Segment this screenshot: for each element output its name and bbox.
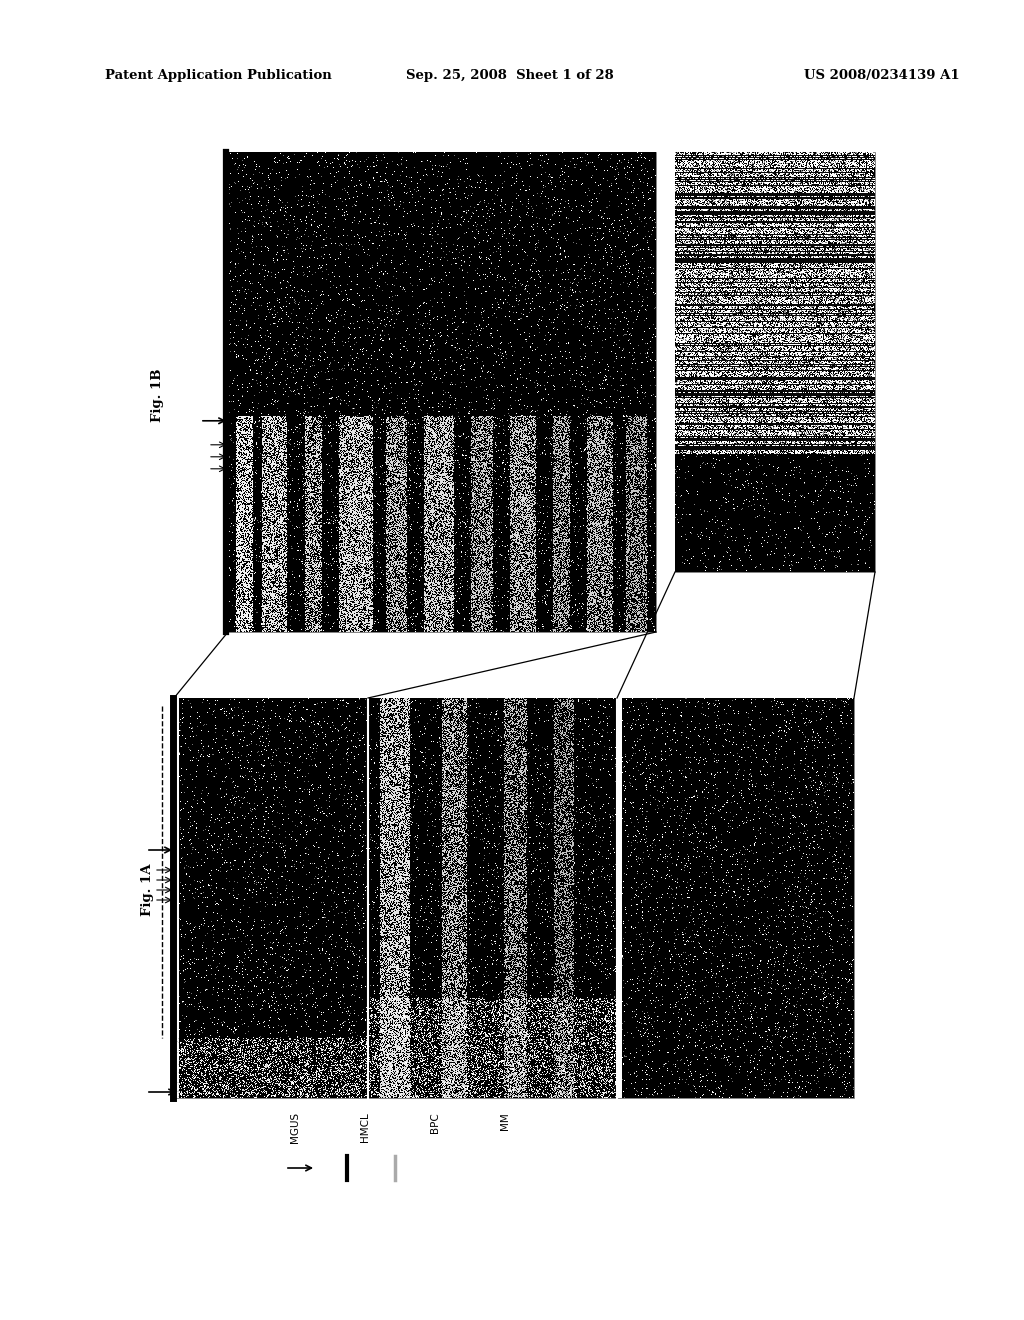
Text: Fig. 1C: Fig. 1C (626, 339, 639, 391)
Bar (228, 152, 656, 632)
Text: Fig. 1B: Fig. 1B (151, 368, 164, 422)
Text: MM: MM (500, 1111, 510, 1130)
Text: MGUS: MGUS (290, 1111, 300, 1143)
Bar (174, 698, 854, 1098)
Text: HMCL: HMCL (360, 1111, 370, 1142)
Text: Fig. 1A: Fig. 1A (141, 863, 155, 916)
Text: Patent Application Publication: Patent Application Publication (105, 69, 332, 82)
Text: US 2008/0234139 A1: US 2008/0234139 A1 (805, 69, 961, 82)
Text: BPC: BPC (430, 1111, 440, 1133)
Text: Sep. 25, 2008  Sheet 1 of 28: Sep. 25, 2008 Sheet 1 of 28 (407, 69, 613, 82)
Bar (675, 152, 874, 572)
